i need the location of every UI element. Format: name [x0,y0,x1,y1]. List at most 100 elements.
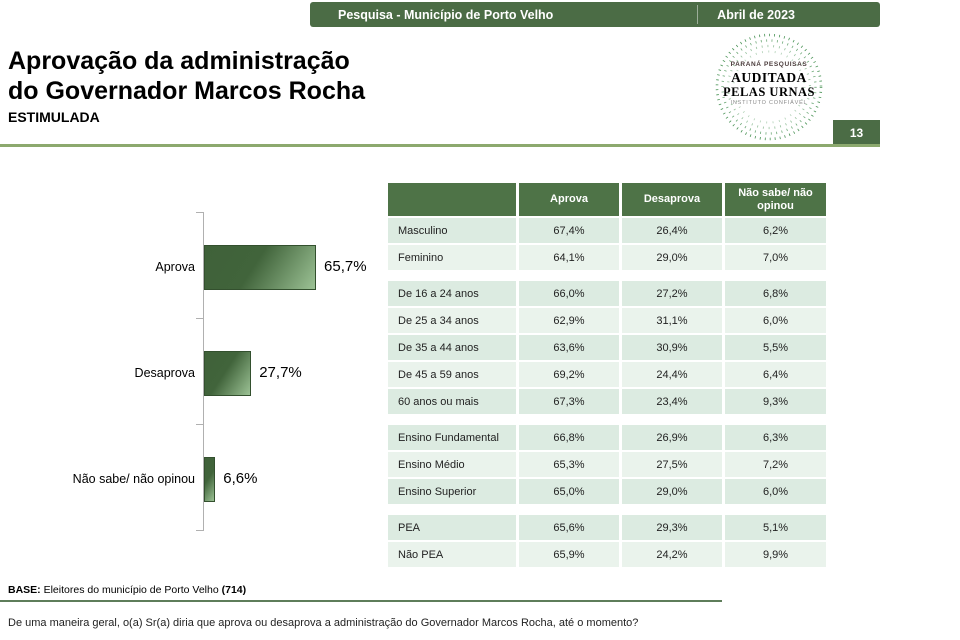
table-row: De 16 a 24 anos 66,0% 27,2% 6,8% [388,281,826,306]
chart-category-label: Desaprova [134,366,195,380]
table-cell-value: 30,9% [622,335,722,360]
table-row: 60 anos ou mais 67,3% 23,4% 9,3% [388,389,826,414]
table-cell-value: 6,3% [725,425,826,450]
table-cell-value: 67,4% [519,218,619,243]
axis-tick [196,212,204,213]
table-row: De 25 a 34 anos 62,9% 31,1% 6,0% [388,308,826,333]
page-title-line2: do Governador Marcos Rocha [8,77,366,105]
table-cell-value: 6,8% [725,281,826,306]
table-cell-value: 6,4% [725,362,826,387]
table-cell-value: 6,0% [725,479,826,504]
table-cell-value: 31,1% [622,308,722,333]
table-cell-label: Não PEA [388,542,516,567]
base-count: (714) [221,584,247,596]
header-separator [697,5,698,24]
table-cell-value: 5,1% [725,515,826,540]
table-row: De 35 a 44 anos 63,6% 30,9% 5,5% [388,335,826,360]
table-row: Ensino Superior 65,0% 29,0% 6,0% [388,479,826,504]
title-block: Aprovação da administração do Governador… [8,46,365,125]
table-cell-label: Feminino [388,245,516,270]
table-cell-label: 60 anos ou mais [388,389,516,414]
table-cell-value: 65,6% [519,515,619,540]
page-subtitle: ESTIMULADA [8,109,100,125]
chart-bar [204,350,252,396]
table-row: Não PEA 65,9% 24,2% 9,9% [388,542,826,567]
table-cell-value: 9,9% [725,542,826,567]
dotted-circle-icon [715,33,823,141]
chart-bar [204,244,317,290]
table-cell-value: 64,1% [519,245,619,270]
table-cell-value: 67,3% [519,389,619,414]
logo-text-top: PARANÁ PESQUISAS [730,61,808,68]
table-cell-value: 62,9% [519,308,619,333]
page-number-badge: 13 [833,120,880,146]
table-row: Feminino 64,1% 29,0% 7,0% [388,245,826,270]
table-cell-value: 6,0% [725,308,826,333]
bar-chart: Aprova 65,7% Desaprova 27,7% Não sabe/ não o… [55,207,390,537]
footer-divider-line [0,600,722,602]
table-cell-value: 24,2% [622,542,722,567]
table-cell-label: De 35 a 44 anos [388,335,516,360]
chart-axis [203,212,204,530]
table-group-3: Ensino Fundamental 66,8% 26,9% 6,3% Ensino M… [388,425,826,504]
table-cell-value: 24,4% [622,362,722,387]
chart-value-label: 6,6% [223,470,258,487]
survey-question: De uma maneira geral, o(a) Sr(a) diria q… [8,617,639,629]
table-cell-value: 27,2% [622,281,722,306]
table-cell-value: 65,3% [519,452,619,477]
table-cell-value: 29,0% [622,245,722,270]
survey-date: Abril de 2023 [717,7,795,22]
table-corner-cell [388,183,516,216]
table-cell-value: 26,4% [622,218,722,243]
chart-value-label: 27,7% [259,364,302,381]
table-cell-value: 7,2% [725,452,826,477]
chart-category-label: Não sabe/ não opinou [72,472,195,486]
table-cell-value: 26,9% [622,425,722,450]
table-cell-value: 65,0% [519,479,619,504]
table-cell-label: De 16 a 24 anos [388,281,516,306]
logo-text-instituto: INSTITUTO CONFIÁVEL [730,100,808,106]
data-table: Aprova Desaprova Não sabe/ não opinou Ma… [388,183,826,578]
title-divider-line [0,144,880,147]
table-cell-value: 9,3% [725,389,826,414]
table-body: Masculino 67,4% 26,4% 6,2% Feminino 64,1% 29,0… [388,218,826,567]
axis-tick [196,530,204,531]
table-cell-label: De 25 a 34 anos [388,308,516,333]
table-group-2: De 16 a 24 anos 66,0% 27,2% 6,8% De 25 a 34 … [388,281,826,414]
parana-pesquisas-logo: PARANÁ PESQUISAS AUDITADA PELAS URNAS IN… [714,32,824,142]
base-note: BASE: Eleitores do município de Porto Ve… [8,584,246,596]
page-title-line1: Aprovação da administração [8,47,350,75]
table-row: Ensino Médio 65,3% 27,5% 7,2% [388,452,826,477]
table-cell-value: 66,8% [519,425,619,450]
table-group-4: PEA 65,6% 29,3% 5,1% Não PEA 65,9% 24,2% 9,9% [388,515,826,567]
table-cell-value: 63,6% [519,335,619,360]
table-cell-value: 29,0% [622,479,722,504]
table-cell-label: De 45 a 59 anos [388,362,516,387]
table-cell-label: Ensino Fundamental [388,425,516,450]
table-header-aprova: Aprova [519,183,619,216]
table-header-naosabe: Não sabe/ não opinou [725,183,826,216]
base-text: Eleitores do município de Porto Velho [40,584,222,596]
table-row: PEA 65,6% 29,3% 5,1% [388,515,826,540]
table-cell-value: 65,9% [519,542,619,567]
table-cell-value: 6,2% [725,218,826,243]
table-cell-label: PEA [388,515,516,540]
table-cell-label: Ensino Médio [388,452,516,477]
logo-text-auditada: AUDITADA [731,70,807,85]
table-row: De 45 a 59 anos 69,2% 24,4% 6,4% [388,362,826,387]
table-cell-value: 66,0% [519,281,619,306]
axis-tick [196,318,204,319]
table-cell-value: 23,4% [622,389,722,414]
table-row: Ensino Fundamental 66,8% 26,9% 6,3% [388,425,826,450]
table-cell-value: 7,0% [725,245,826,270]
base-label: BASE: [8,584,41,596]
table-cell-label: Masculino [388,218,516,243]
table-header: Aprova Desaprova Não sabe/ não opinou [388,183,826,216]
table-cell-value: 27,5% [622,452,722,477]
slide-header-bar: Pesquisa - Município de Porto Velho Abri… [310,2,880,27]
survey-title: Pesquisa - Município de Porto Velho [338,7,554,22]
table-cell-value: 29,3% [622,515,722,540]
table-cell-value: 5,5% [725,335,826,360]
axis-tick [196,424,204,425]
table-header-desaprova: Desaprova [622,183,722,216]
